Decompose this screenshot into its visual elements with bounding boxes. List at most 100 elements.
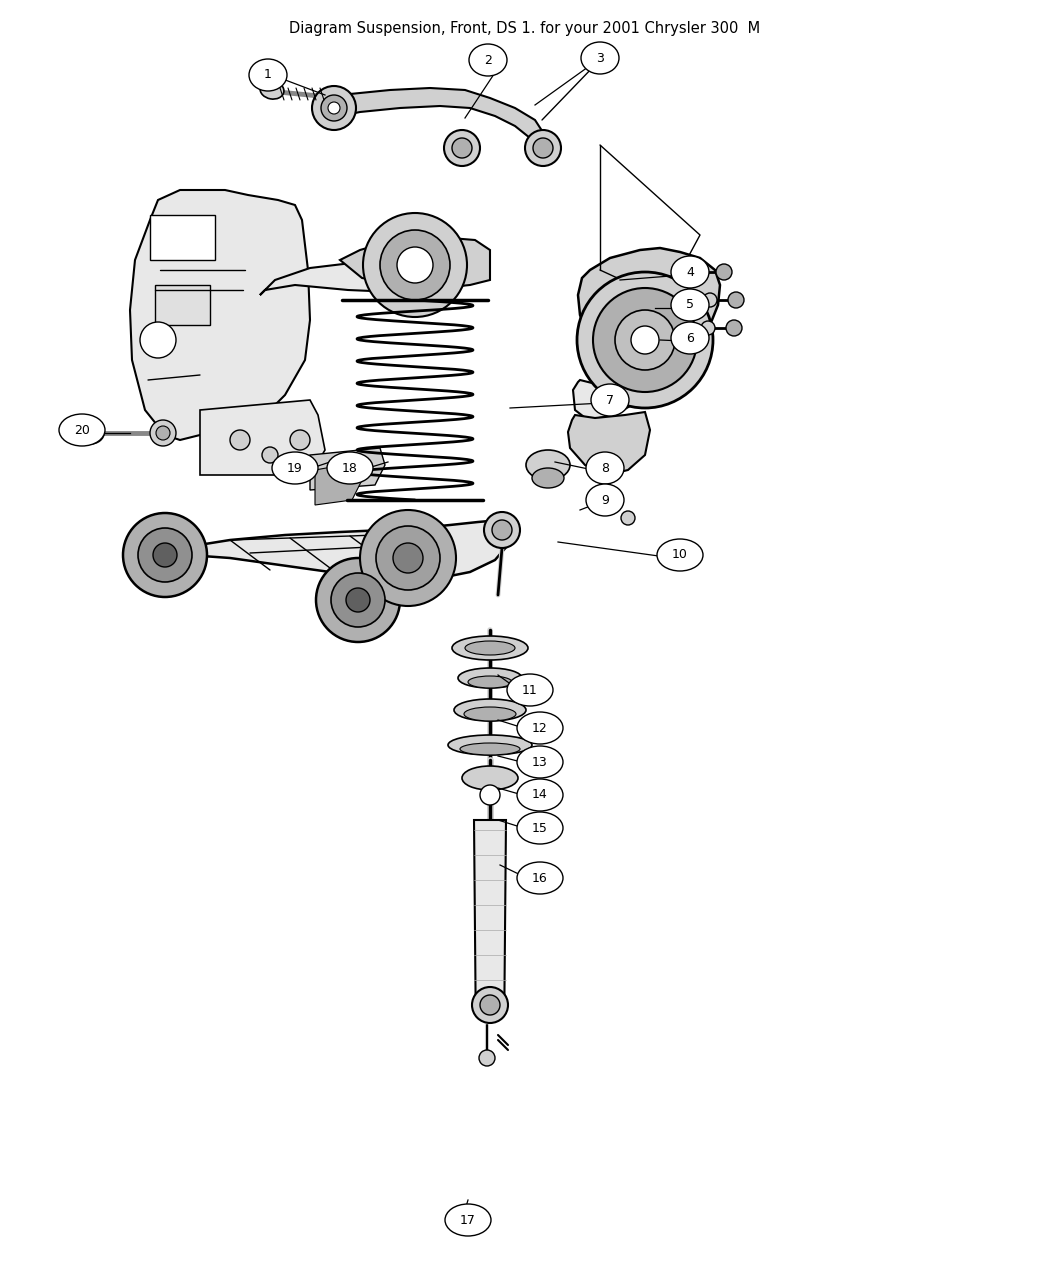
Ellipse shape (517, 746, 563, 778)
Circle shape (380, 230, 450, 300)
Ellipse shape (468, 676, 512, 688)
Polygon shape (326, 88, 548, 158)
Circle shape (360, 510, 456, 606)
Circle shape (376, 527, 440, 590)
Ellipse shape (249, 59, 287, 91)
Ellipse shape (76, 422, 104, 444)
Ellipse shape (260, 80, 284, 99)
Circle shape (150, 419, 176, 446)
Circle shape (290, 430, 310, 450)
Text: 3: 3 (596, 51, 604, 65)
Text: 4: 4 (686, 265, 694, 278)
Ellipse shape (454, 699, 526, 720)
Ellipse shape (272, 453, 318, 484)
Circle shape (444, 130, 480, 166)
Text: Diagram Suspension, Front, DS 1. for your 2001 Chrysler 300  M: Diagram Suspension, Front, DS 1. for you… (290, 20, 760, 36)
Circle shape (397, 247, 433, 283)
Ellipse shape (532, 468, 564, 488)
Circle shape (452, 138, 472, 158)
Text: 9: 9 (601, 493, 609, 506)
Circle shape (691, 265, 705, 279)
Ellipse shape (671, 323, 709, 354)
Ellipse shape (591, 384, 629, 416)
Ellipse shape (448, 734, 532, 755)
Circle shape (138, 528, 192, 581)
Ellipse shape (458, 668, 522, 688)
Circle shape (230, 430, 250, 450)
Circle shape (480, 785, 500, 805)
Text: 18: 18 (342, 462, 358, 474)
Polygon shape (573, 380, 650, 419)
Text: 19: 19 (287, 462, 302, 474)
Circle shape (480, 994, 500, 1015)
Ellipse shape (452, 636, 528, 660)
Ellipse shape (469, 45, 507, 76)
Ellipse shape (462, 766, 518, 790)
Text: 14: 14 (532, 788, 548, 802)
Circle shape (123, 513, 207, 597)
Text: 17: 17 (460, 1214, 476, 1227)
Polygon shape (340, 238, 490, 288)
Polygon shape (130, 190, 310, 440)
Ellipse shape (460, 743, 520, 755)
Circle shape (726, 320, 742, 337)
Circle shape (156, 426, 170, 440)
Text: 20: 20 (75, 423, 90, 436)
Polygon shape (150, 215, 215, 260)
Ellipse shape (327, 453, 373, 484)
Circle shape (578, 272, 713, 408)
Text: 16: 16 (532, 872, 548, 885)
Circle shape (484, 513, 520, 548)
Polygon shape (315, 462, 362, 505)
Circle shape (262, 448, 278, 463)
Text: 8: 8 (601, 462, 609, 474)
Circle shape (153, 543, 177, 567)
Circle shape (472, 987, 508, 1023)
Circle shape (615, 310, 675, 370)
Text: 7: 7 (606, 394, 614, 407)
Text: 13: 13 (532, 756, 548, 769)
Circle shape (328, 102, 340, 113)
Ellipse shape (464, 708, 516, 720)
Ellipse shape (586, 484, 624, 516)
Ellipse shape (465, 641, 514, 655)
Circle shape (312, 85, 356, 130)
Circle shape (716, 264, 732, 280)
Ellipse shape (586, 453, 624, 484)
Ellipse shape (517, 812, 563, 844)
Circle shape (393, 543, 423, 572)
Circle shape (140, 323, 176, 358)
Ellipse shape (671, 256, 709, 288)
Text: 5: 5 (686, 298, 694, 311)
Circle shape (728, 292, 744, 309)
Ellipse shape (59, 414, 105, 446)
Ellipse shape (581, 42, 620, 74)
Polygon shape (155, 286, 210, 325)
Ellipse shape (526, 450, 570, 479)
Circle shape (363, 213, 467, 317)
Circle shape (701, 321, 715, 335)
Circle shape (331, 572, 385, 627)
Circle shape (533, 138, 553, 158)
Circle shape (316, 558, 400, 643)
Circle shape (631, 326, 659, 354)
Ellipse shape (517, 711, 563, 745)
Circle shape (321, 96, 347, 121)
Text: 11: 11 (522, 683, 538, 696)
Polygon shape (474, 820, 506, 1000)
Polygon shape (200, 400, 326, 476)
Circle shape (479, 1051, 495, 1066)
Polygon shape (260, 260, 468, 295)
Text: 2: 2 (484, 54, 492, 66)
Polygon shape (578, 249, 720, 385)
Circle shape (525, 130, 561, 166)
Polygon shape (310, 448, 385, 490)
Text: 6: 6 (686, 332, 694, 344)
Text: 15: 15 (532, 821, 548, 835)
Text: 12: 12 (532, 722, 548, 734)
Circle shape (593, 288, 697, 391)
Polygon shape (568, 412, 650, 476)
Circle shape (621, 511, 635, 525)
Polygon shape (148, 520, 512, 580)
Circle shape (346, 588, 370, 612)
